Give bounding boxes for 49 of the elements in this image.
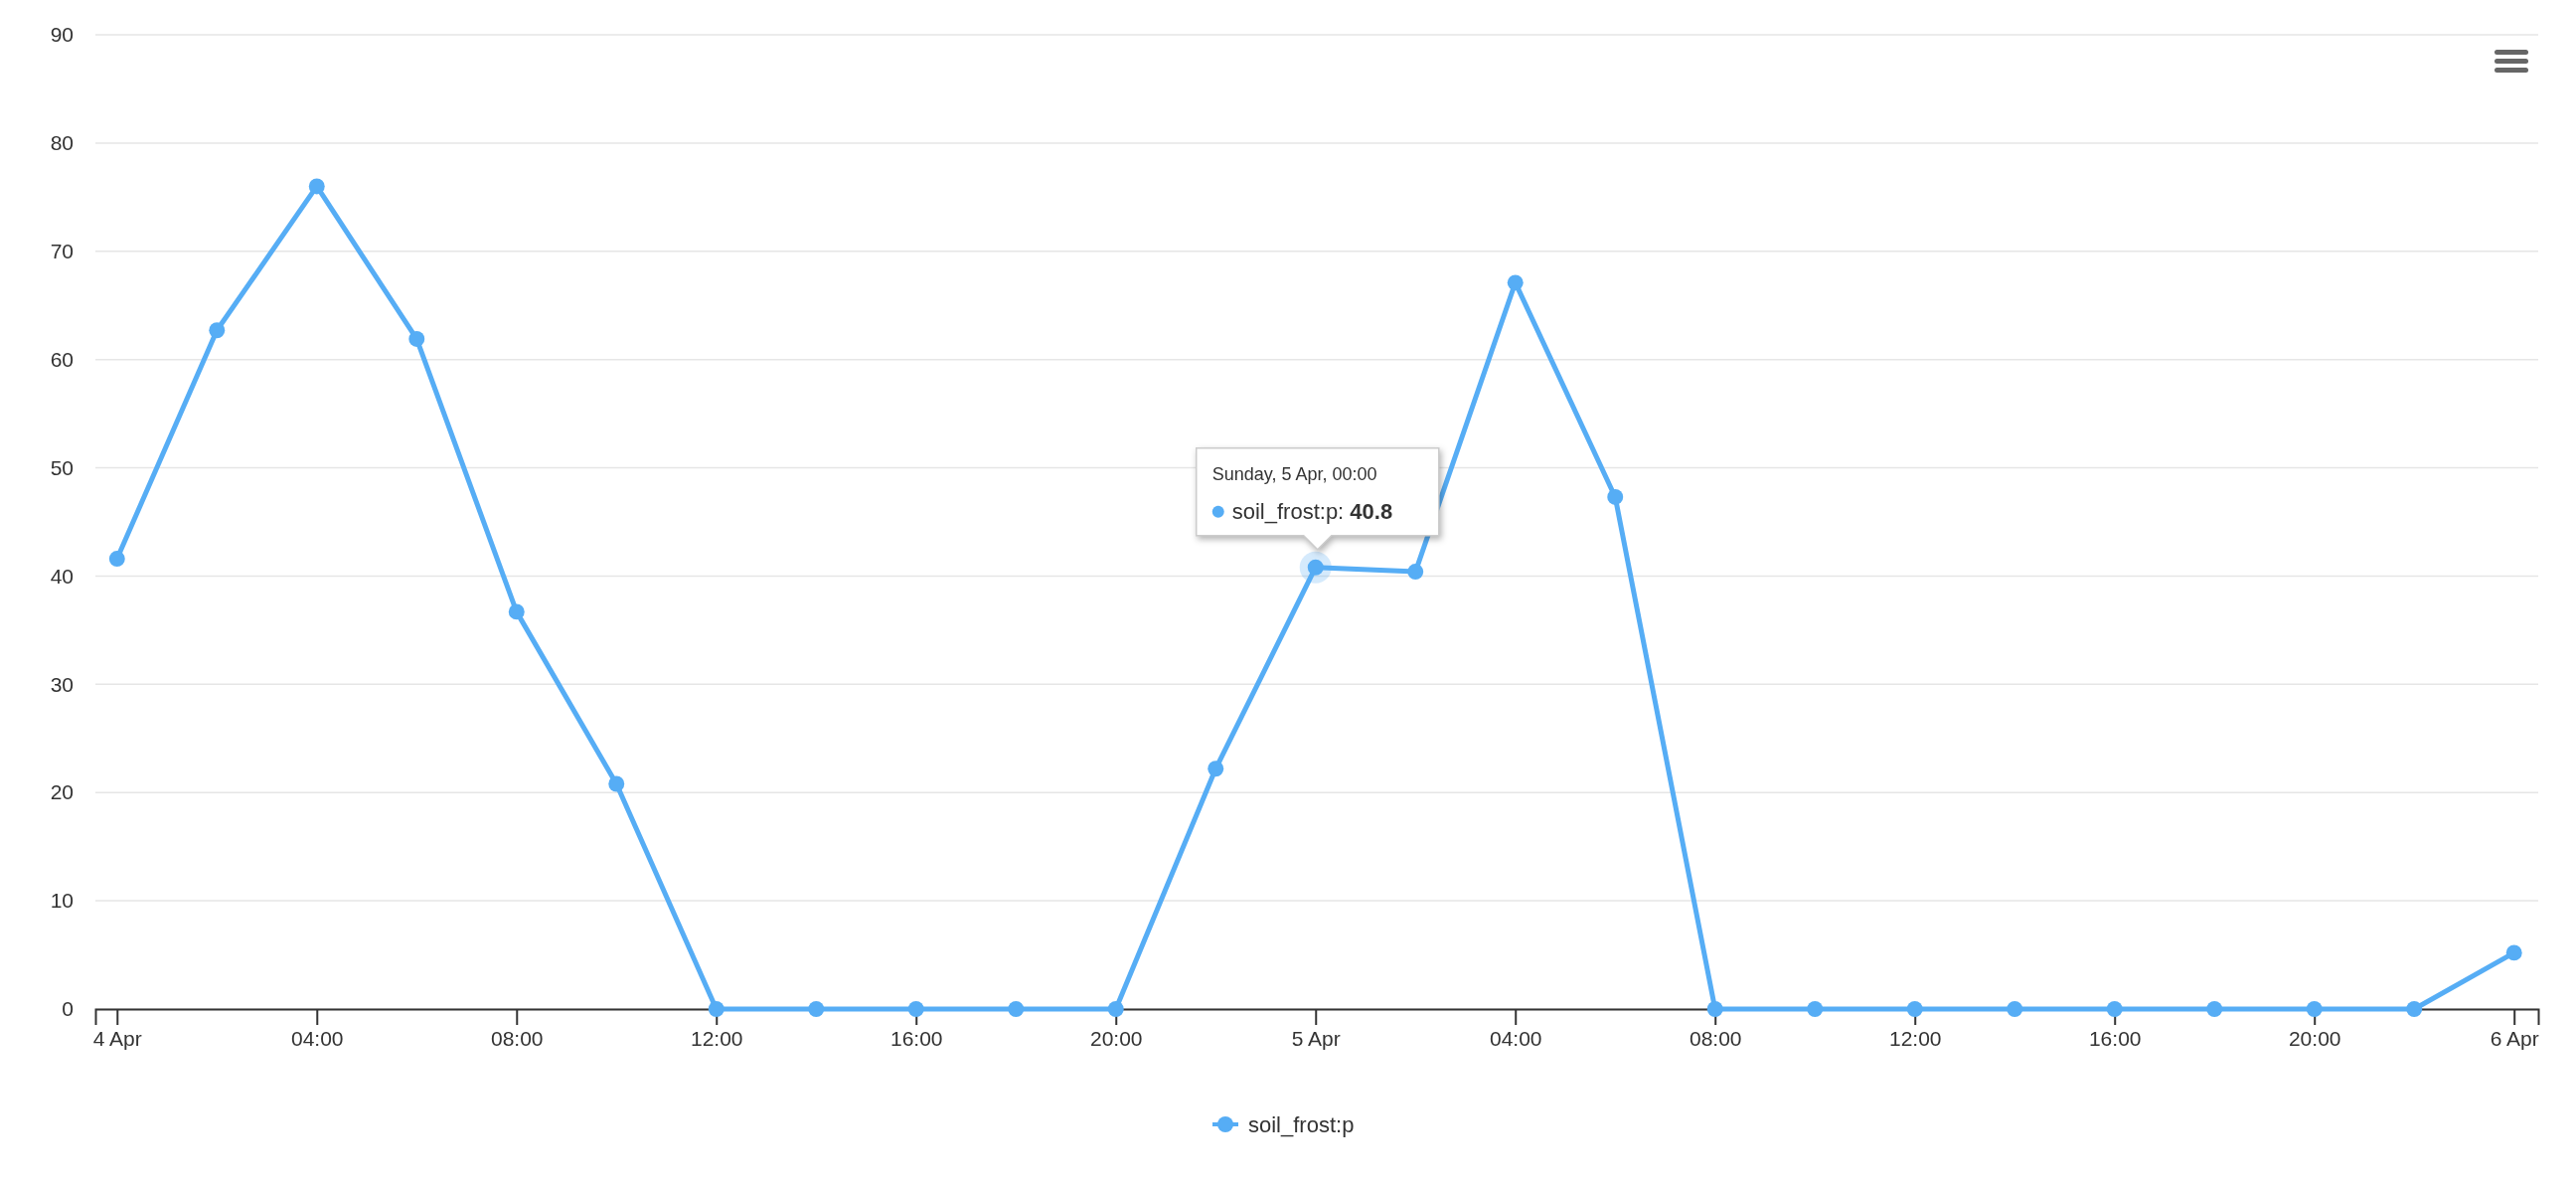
x-tick-label: 12:00 [1888,1026,1942,1050]
x-tick-label: 16:00 [2088,1026,2142,1050]
point [1807,1001,1824,1017]
point [2206,1001,2223,1017]
point [1706,1001,1723,1017]
point [1008,1001,1025,1017]
y-tick-label: 60 [50,347,74,371]
point [1507,274,1524,291]
point [2406,1001,2423,1017]
x-tick-label: 08:00 [490,1026,544,1050]
x-tick-label: 16:00 [889,1026,943,1050]
y-tick-label: 0 [62,997,74,1021]
x-tick-label: 04:00 [290,1026,344,1050]
x-tick-label: 08:00 [1689,1026,1742,1050]
point [108,551,125,567]
annotation: Sunday, 5 Apr, 00:00 soil_frost:p: 40.8 [1211,463,1393,524]
point [808,1001,825,1017]
point [1107,1001,1124,1017]
y-tick-label: 90 [50,23,74,47]
y-tick-label: 10 [50,889,74,913]
x-tick-label: 20:00 [2288,1026,2341,1050]
point [1208,761,1224,777]
x-tick-label: 4 Apr [92,1026,142,1050]
x-tick-label: 20:00 [1089,1026,1143,1050]
y-tick-label: 20 [50,780,74,804]
point [2106,1001,2123,1017]
x-tick-label: 5 Apr [1291,1026,1341,1050]
y-tick-label: 30 [50,672,74,696]
point [1607,488,1624,505]
point [2306,1001,2323,1017]
y-tick-label: 50 [50,455,74,479]
y-tick-label: 80 [50,131,74,155]
point [1407,564,1424,581]
point [2505,944,2522,961]
y-tick-label: 70 [50,240,74,262]
y-tick-label: 40 [50,564,74,588]
point [308,178,325,195]
point [708,1001,724,1017]
point [209,322,226,339]
point [508,603,525,620]
point [408,331,425,347]
x-tick-label: 12:00 [690,1026,743,1050]
legend-label: soil_frost:p [1248,1112,1355,1137]
point [1906,1001,1923,1017]
x-tick-label: 6 Apr [2490,1026,2539,1050]
point [2007,1001,2023,1017]
point [907,1001,924,1017]
point [608,775,625,792]
x-tick-label: 04:00 [1489,1026,1542,1050]
